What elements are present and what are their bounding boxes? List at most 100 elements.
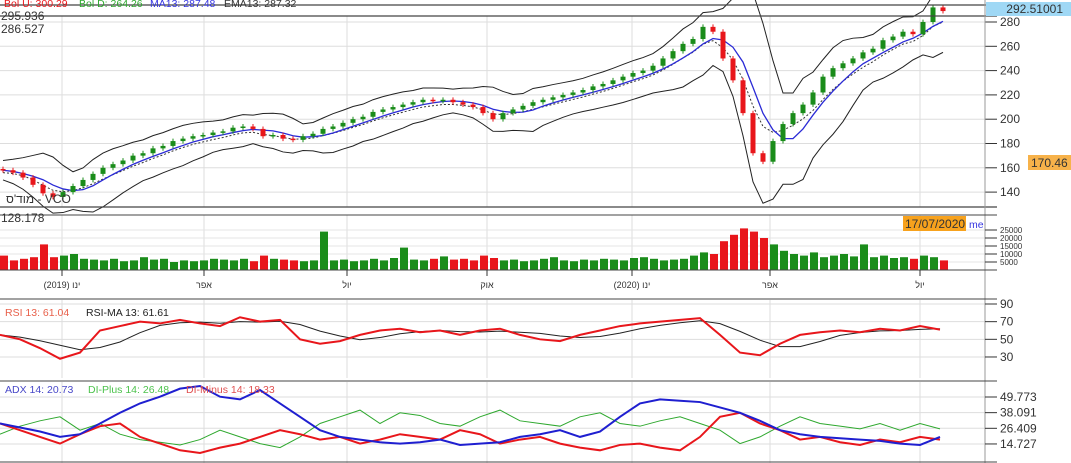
- volume-panel[interactable]: [0, 228, 948, 270]
- volume-bar: [660, 260, 668, 270]
- volume-bar: [520, 261, 528, 270]
- volume-bar: [0, 255, 8, 270]
- candle: [830, 68, 836, 77]
- volume-bar: [620, 260, 628, 270]
- legend-di-minus: DI-Minus 14: 18.33: [186, 384, 275, 396]
- volume-bar: [690, 255, 698, 270]
- candle: [20, 172, 26, 178]
- volume-bar: [340, 259, 348, 270]
- candle: [380, 109, 386, 112]
- candle: [400, 104, 406, 108]
- volume-bar: [860, 244, 868, 270]
- candle: [290, 138, 296, 141]
- price-tick-label: 220: [1000, 88, 1020, 102]
- cursor-date-box: [903, 216, 966, 231]
- volume-bar: [90, 259, 98, 270]
- candle: [790, 113, 796, 125]
- candle: [10, 170, 16, 173]
- ref-label-mid: 286.527: [1, 22, 45, 36]
- date-label: אפר: [196, 280, 212, 290]
- candle: [370, 111, 376, 117]
- axes: 2802602402202001801601402500020000150001…: [0, 0, 1037, 463]
- rsi-tick-label: 30: [1000, 350, 1014, 364]
- candle: [540, 99, 546, 103]
- volume-bar: [110, 258, 118, 270]
- price-panel[interactable]: [0, 0, 946, 214]
- volume-bar: [160, 258, 168, 270]
- candle: [630, 73, 636, 77]
- candle: [100, 167, 106, 174]
- di-minus-line: [0, 411, 941, 454]
- volume-tick-label: 5000: [1000, 258, 1018, 267]
- di-plus-line: [0, 409, 941, 449]
- volume-bar: [770, 244, 778, 270]
- volume-bar: [320, 231, 328, 270]
- candle: [650, 65, 656, 71]
- volume-bar: [600, 258, 608, 270]
- candle: [920, 22, 926, 35]
- candle: [840, 63, 846, 69]
- candle: [250, 126, 256, 129]
- volume-bar: [40, 244, 48, 270]
- volume-bar: [920, 255, 928, 270]
- volume-bar: [60, 255, 68, 270]
- candle: [60, 192, 66, 197]
- rsi-tick-label: 70: [1000, 315, 1014, 329]
- volume-bar: [460, 258, 468, 270]
- volume-bar: [570, 261, 578, 270]
- volume-bar: [100, 260, 108, 270]
- legend-bol-u: Bol U: 300.29: [4, 0, 68, 10]
- candle: [220, 131, 226, 133]
- volume-bar: [870, 257, 878, 270]
- candle: [50, 193, 56, 197]
- volume-bar: [490, 258, 498, 270]
- candle: [260, 128, 266, 137]
- volume-bar: [190, 261, 198, 270]
- volume-bar: [750, 231, 758, 270]
- candle: [70, 186, 76, 193]
- volume-bar: [580, 259, 588, 270]
- volume-bar: [930, 257, 938, 270]
- volume-bar: [210, 258, 218, 270]
- volume-bar: [20, 258, 28, 270]
- adx-panel[interactable]: [0, 384, 941, 454]
- volume-bar: [670, 259, 678, 270]
- volume-bar: [350, 261, 358, 270]
- adx-line: [0, 384, 941, 446]
- candle: [200, 134, 206, 137]
- volume-bar: [470, 260, 478, 270]
- candle: [930, 7, 936, 22]
- candle: [140, 153, 146, 156]
- volume-tick-label: 20000: [1000, 234, 1023, 243]
- volume-bar: [830, 255, 838, 270]
- price-tick-label: 160: [1000, 161, 1020, 175]
- candle: [800, 104, 806, 114]
- candle: [440, 99, 446, 102]
- candle: [720, 31, 726, 59]
- volume-bar: [270, 258, 278, 270]
- rsi-tick-label: 90: [1000, 297, 1014, 311]
- bollinger-lower: [2, 51, 944, 214]
- candle: [550, 97, 556, 100]
- adx-tick-label: 38.091: [1000, 406, 1037, 420]
- volume-bar: [890, 258, 898, 270]
- rsi-panel[interactable]: [0, 316, 941, 360]
- volume-bar: [390, 258, 398, 270]
- volume-bar: [410, 259, 418, 270]
- candle: [770, 141, 776, 162]
- candle: [30, 177, 36, 185]
- candle: [940, 7, 946, 12]
- volume-bar: [630, 258, 638, 270]
- volume-bar: [850, 256, 858, 270]
- candle: [610, 80, 616, 84]
- price-tick-label: 180: [1000, 137, 1020, 151]
- price-tick-label: 260: [1000, 39, 1020, 53]
- volume-bar: [540, 258, 548, 270]
- volume-bar: [730, 234, 738, 270]
- volume-bar: [610, 259, 618, 270]
- volume-bar: [370, 258, 378, 270]
- volume-bar: [130, 260, 138, 270]
- volume-bar: [200, 260, 208, 270]
- candle: [640, 70, 646, 74]
